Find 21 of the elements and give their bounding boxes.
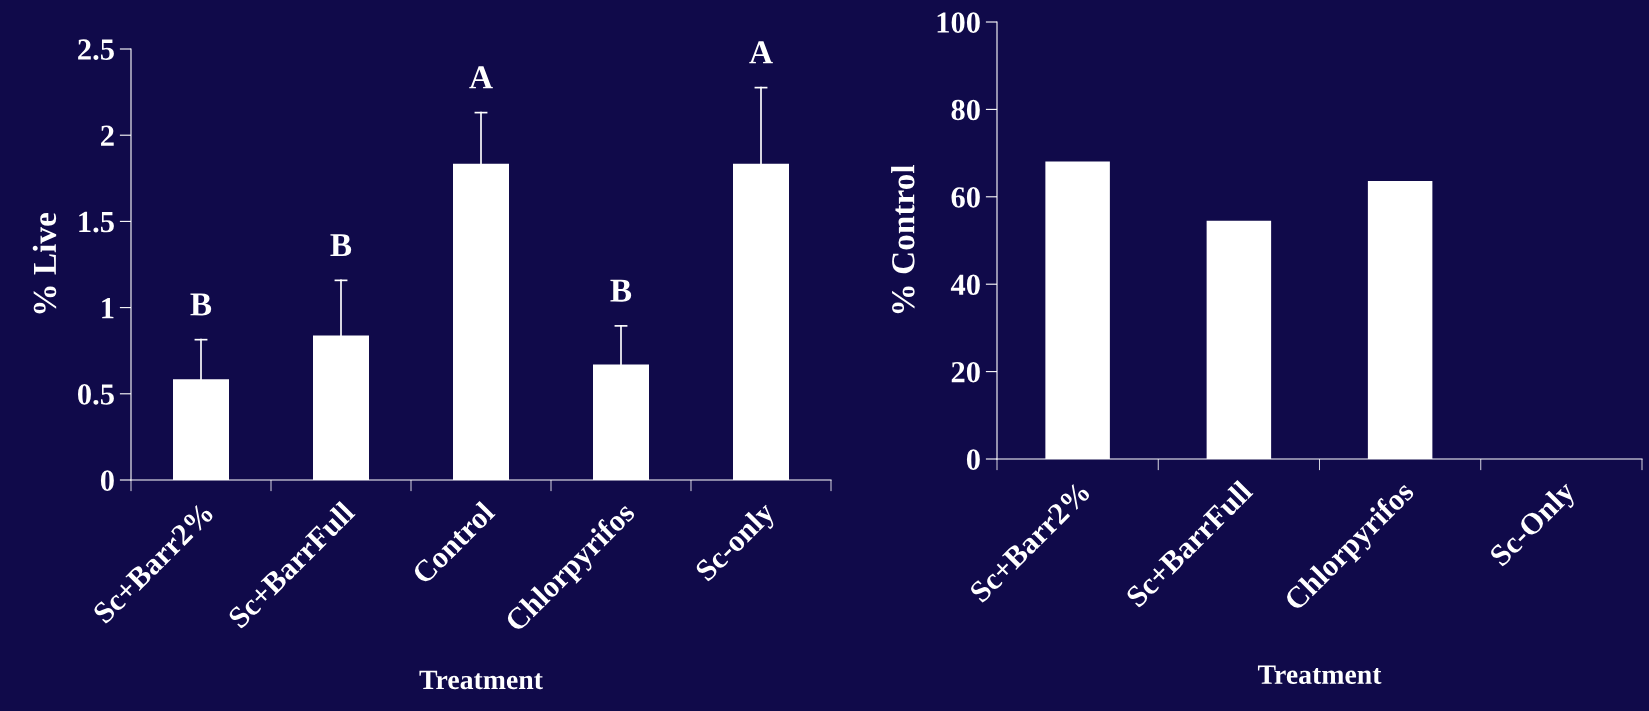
y-tick-label: 0 [966,449,980,470]
annotation: A [749,41,773,64]
y-axis-title: % Control [891,164,915,314]
y-tick-label: 100 [937,12,980,33]
y-tick-label: 40 [950,274,980,296]
y-tick-label: 2.5 [78,39,114,61]
y-tick-label: 0.5 [78,384,114,405]
y-tick-label: 0 [100,470,114,491]
y-tick-label: 2 [101,125,114,146]
x-axis-title: Treatment [1257,665,1382,684]
y-tick-label: 1.5 [79,211,114,233]
annotation: B [330,234,352,257]
annotation: B [190,293,212,316]
x-axis-title: Treatment [419,670,543,690]
y-tick-label: 20 [951,361,980,383]
y-axis-title: % Live [32,213,57,314]
y-tick-label: 60 [951,187,980,208]
y-tick-label: 80 [951,99,980,121]
annotation: B [610,279,632,302]
annotation: A [469,66,493,89]
y-tick-label: 1 [102,298,114,319]
